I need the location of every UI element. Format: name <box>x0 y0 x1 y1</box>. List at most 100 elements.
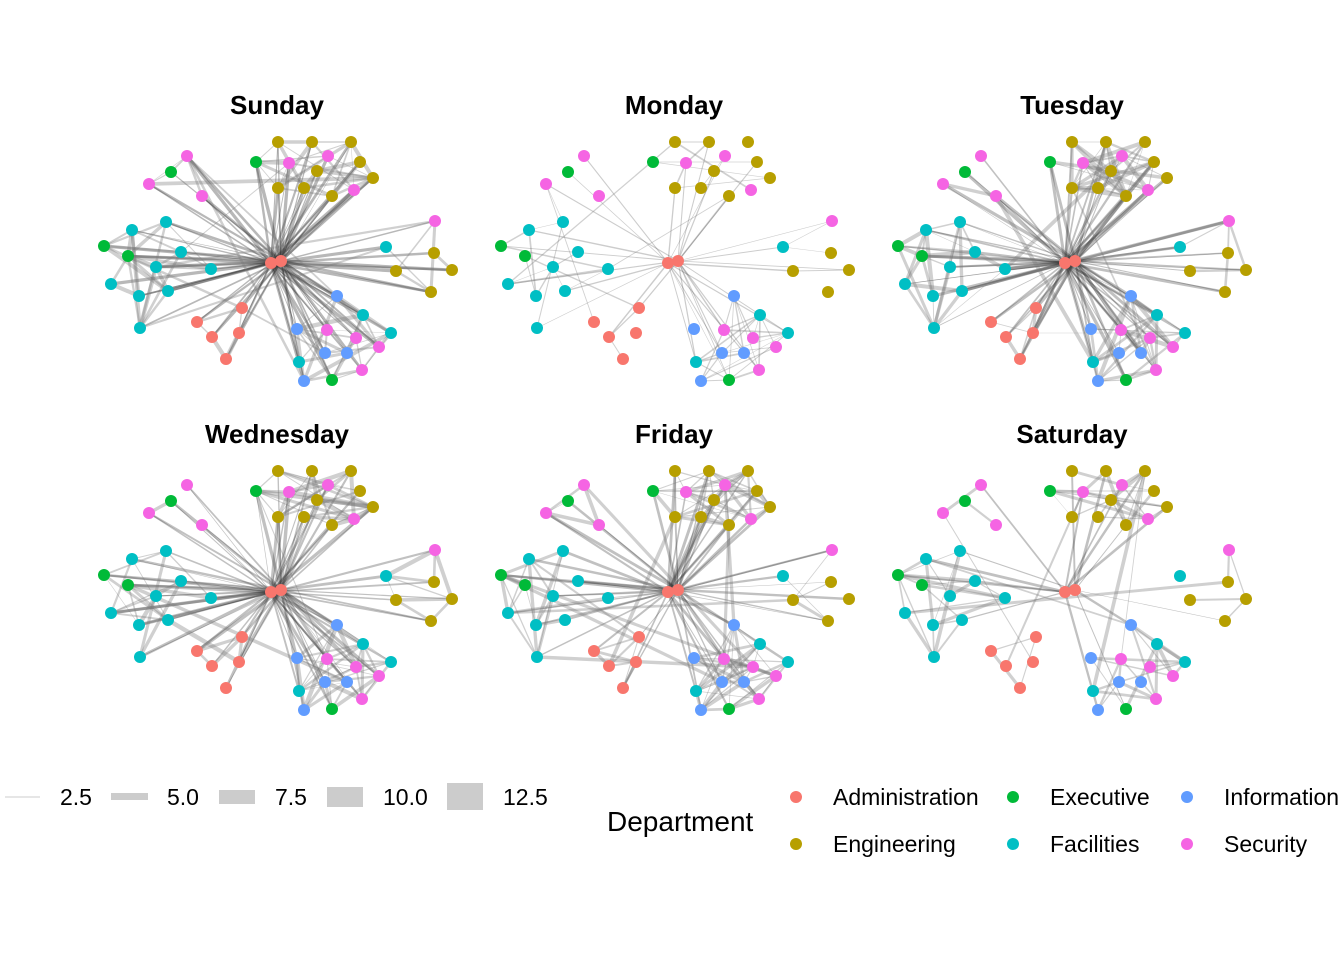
nodes <box>892 465 1252 716</box>
edge <box>327 483 374 509</box>
node-security <box>593 190 605 202</box>
edge <box>708 469 771 509</box>
node-executive <box>519 250 531 262</box>
edge <box>743 660 789 684</box>
edge <box>666 470 677 593</box>
edge <box>109 558 134 614</box>
panel-title: Wednesday <box>205 419 350 449</box>
edge <box>395 220 436 272</box>
edge <box>1097 160 1155 190</box>
node-security <box>540 507 552 519</box>
edge <box>1074 170 1112 262</box>
edge <box>316 159 361 174</box>
edge-width-key-12.5 <box>447 783 483 810</box>
edge <box>298 643 364 692</box>
node-security <box>578 479 590 491</box>
edge <box>126 254 170 293</box>
node-engineering <box>1100 465 1112 477</box>
edge <box>524 255 640 309</box>
node-executive <box>165 495 177 507</box>
node-administration <box>662 257 674 269</box>
node-facilities <box>754 309 766 321</box>
node-information <box>1135 347 1147 359</box>
edge <box>677 195 730 262</box>
edge <box>131 557 282 592</box>
node-security <box>1144 332 1156 344</box>
edge <box>1064 261 1158 317</box>
node-security <box>321 324 333 336</box>
edge <box>1091 470 1147 692</box>
edge <box>1074 187 1099 262</box>
edge <box>186 155 338 297</box>
edge <box>500 574 538 658</box>
edge <box>1082 161 1149 192</box>
node-engineering <box>669 136 681 148</box>
edge <box>980 484 1066 593</box>
node-engineering <box>1139 465 1151 477</box>
node-executive <box>959 495 971 507</box>
edge <box>280 220 436 262</box>
edge <box>1074 588 1132 627</box>
edge <box>301 624 340 711</box>
edge <box>303 505 374 519</box>
edge <box>638 260 679 309</box>
node-security <box>937 507 949 519</box>
edge <box>528 558 554 597</box>
edge <box>1110 141 1146 172</box>
edge <box>1071 141 1107 189</box>
node-facilities <box>954 545 966 557</box>
node-administration <box>630 327 642 339</box>
node-executive <box>562 166 574 178</box>
edge <box>303 680 348 712</box>
edge <box>269 262 334 381</box>
edge <box>724 484 730 526</box>
edge <box>792 598 829 623</box>
edge <box>1048 161 1067 264</box>
node-facilities <box>956 614 968 626</box>
edge <box>677 549 833 591</box>
node-facilities <box>572 246 584 258</box>
edge <box>196 260 282 323</box>
edge <box>1064 262 1186 334</box>
node-executive <box>723 374 735 386</box>
node-engineering <box>1092 182 1104 194</box>
edge <box>507 598 794 615</box>
legend-key-executive <box>1007 791 1019 803</box>
edge <box>270 591 328 660</box>
edge <box>677 260 725 331</box>
node-facilities <box>1087 356 1099 368</box>
edge <box>148 512 282 591</box>
edge <box>666 516 703 593</box>
edge <box>296 642 364 660</box>
legend-label: Security <box>1224 831 1308 857</box>
node-security <box>719 150 731 162</box>
node-engineering <box>751 156 763 168</box>
edge <box>131 229 182 253</box>
edge <box>110 590 272 615</box>
node-administration <box>233 656 245 668</box>
edge <box>1179 220 1230 248</box>
edge <box>277 470 282 591</box>
edge <box>782 575 829 622</box>
edge <box>897 573 976 583</box>
node-engineering <box>1222 576 1234 588</box>
edge <box>1064 262 1151 339</box>
node-administration <box>588 645 600 657</box>
node-executive <box>916 250 928 262</box>
node-engineering <box>390 265 402 277</box>
node-administration <box>206 331 218 343</box>
node-facilities <box>782 656 794 668</box>
edge <box>974 580 1066 593</box>
edge <box>238 591 272 663</box>
node-engineering <box>764 172 776 184</box>
edge <box>700 680 745 712</box>
node-engineering <box>354 485 366 497</box>
edge <box>924 558 935 626</box>
edge <box>949 259 1076 269</box>
edge <box>552 589 679 597</box>
legend-key-information <box>1181 791 1193 803</box>
edge <box>210 262 272 270</box>
node-facilities <box>105 607 117 619</box>
node-security <box>322 479 334 491</box>
edge <box>335 294 381 349</box>
